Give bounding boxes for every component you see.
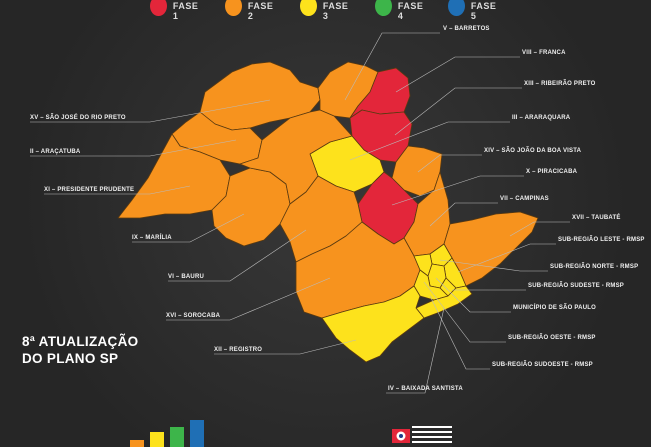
- label-baixada-santista: IV – BAIXADA SANTISTA: [388, 386, 463, 392]
- page-title: 8ª ATUALIZAÇÃO DO PLANO SP: [22, 333, 138, 367]
- label-sub-norte: SUB-REGIÃO NORTE - RMSP: [550, 264, 639, 270]
- fase-2-dot-icon: [225, 0, 242, 16]
- legend-label: FASE 4: [397, 1, 424, 21]
- label-sub-sudeste: SUB-REGIÃO SUDESTE - RMSP: [528, 283, 625, 289]
- label-sub-sudoeste: SUB-REGIÃO SUDOESTE - RMSP: [492, 362, 593, 368]
- legend-label: FASE 3: [322, 1, 349, 21]
- region-presidente-prudente[interactable]: [117, 133, 231, 219]
- label-aracatuba: II – ARAÇATUBA: [30, 149, 81, 155]
- label-municipio-sp: MUNICÍPIO DE SÃO PAULO: [513, 305, 596, 311]
- label-presidente-prudente: XI – PRESIDENTE PRUDENTE: [44, 187, 135, 193]
- plano-sp-bars-logo-icon: [130, 420, 204, 447]
- legend-item-fase-5: FASE 5: [448, 0, 500, 21]
- label-sub-leste: SUB-REGIÃO LESTE - RMSP: [558, 237, 645, 243]
- label-ribeirao-preto: XIII – RIBEIRÃO PRETO: [524, 81, 596, 87]
- legend-label: FASE 1: [172, 1, 199, 21]
- label-campinas: VII – CAMPINAS: [500, 196, 549, 202]
- fase-1-dot-icon: [150, 0, 167, 16]
- fase-5-dot-icon: [448, 0, 465, 16]
- legend-label: FASE 5: [470, 1, 497, 21]
- legend-item-fase-1: FASE 1: [150, 0, 202, 21]
- label-araraquara: III – ARARAQUARA: [512, 115, 571, 121]
- fase-3-dot-icon: [300, 0, 317, 16]
- legend-item-fase-3: FASE 3: [300, 0, 352, 21]
- region-registro[interactable]: [321, 285, 425, 363]
- title-line-2: DO PLANO SP: [22, 351, 119, 366]
- label-sub-oeste: SUB-REGIÃO OESTE - RMSP: [508, 335, 596, 341]
- label-piracicaba: X – PIRACICABA: [526, 169, 578, 175]
- label-taubate: XVII – TAUBATÉ: [572, 215, 621, 221]
- region-central[interactable]: [239, 109, 353, 205]
- legend-item-fase-4: FASE 4: [375, 0, 427, 21]
- sao-paulo-flag-icon: [390, 424, 452, 447]
- label-franca: VIII – FRANCA: [522, 50, 566, 56]
- fase-4-dot-icon: [375, 0, 392, 16]
- label-sorocaba: XVI – SOROCABA: [166, 313, 221, 319]
- label-bauru: VI – BAURU: [168, 274, 205, 280]
- title-line-1: 8ª ATUALIZAÇÃO: [22, 334, 139, 349]
- label-sao-joao-boa-vista: XIV – SÃO JOÃO DA BOA VISTA: [484, 148, 582, 154]
- label-barretos: V – BARRETOS: [443, 26, 490, 32]
- label-registro: XII – REGISTRO: [214, 347, 263, 353]
- legend-label: FASE 2: [247, 1, 274, 21]
- label-marilia: IX – MARÍLIA: [132, 235, 172, 241]
- legend-item-fase-2: FASE 2: [225, 0, 277, 21]
- label-sao-jose-rio-preto: XV – SÃO JOSÉ DO RIO PRETO: [30, 115, 126, 121]
